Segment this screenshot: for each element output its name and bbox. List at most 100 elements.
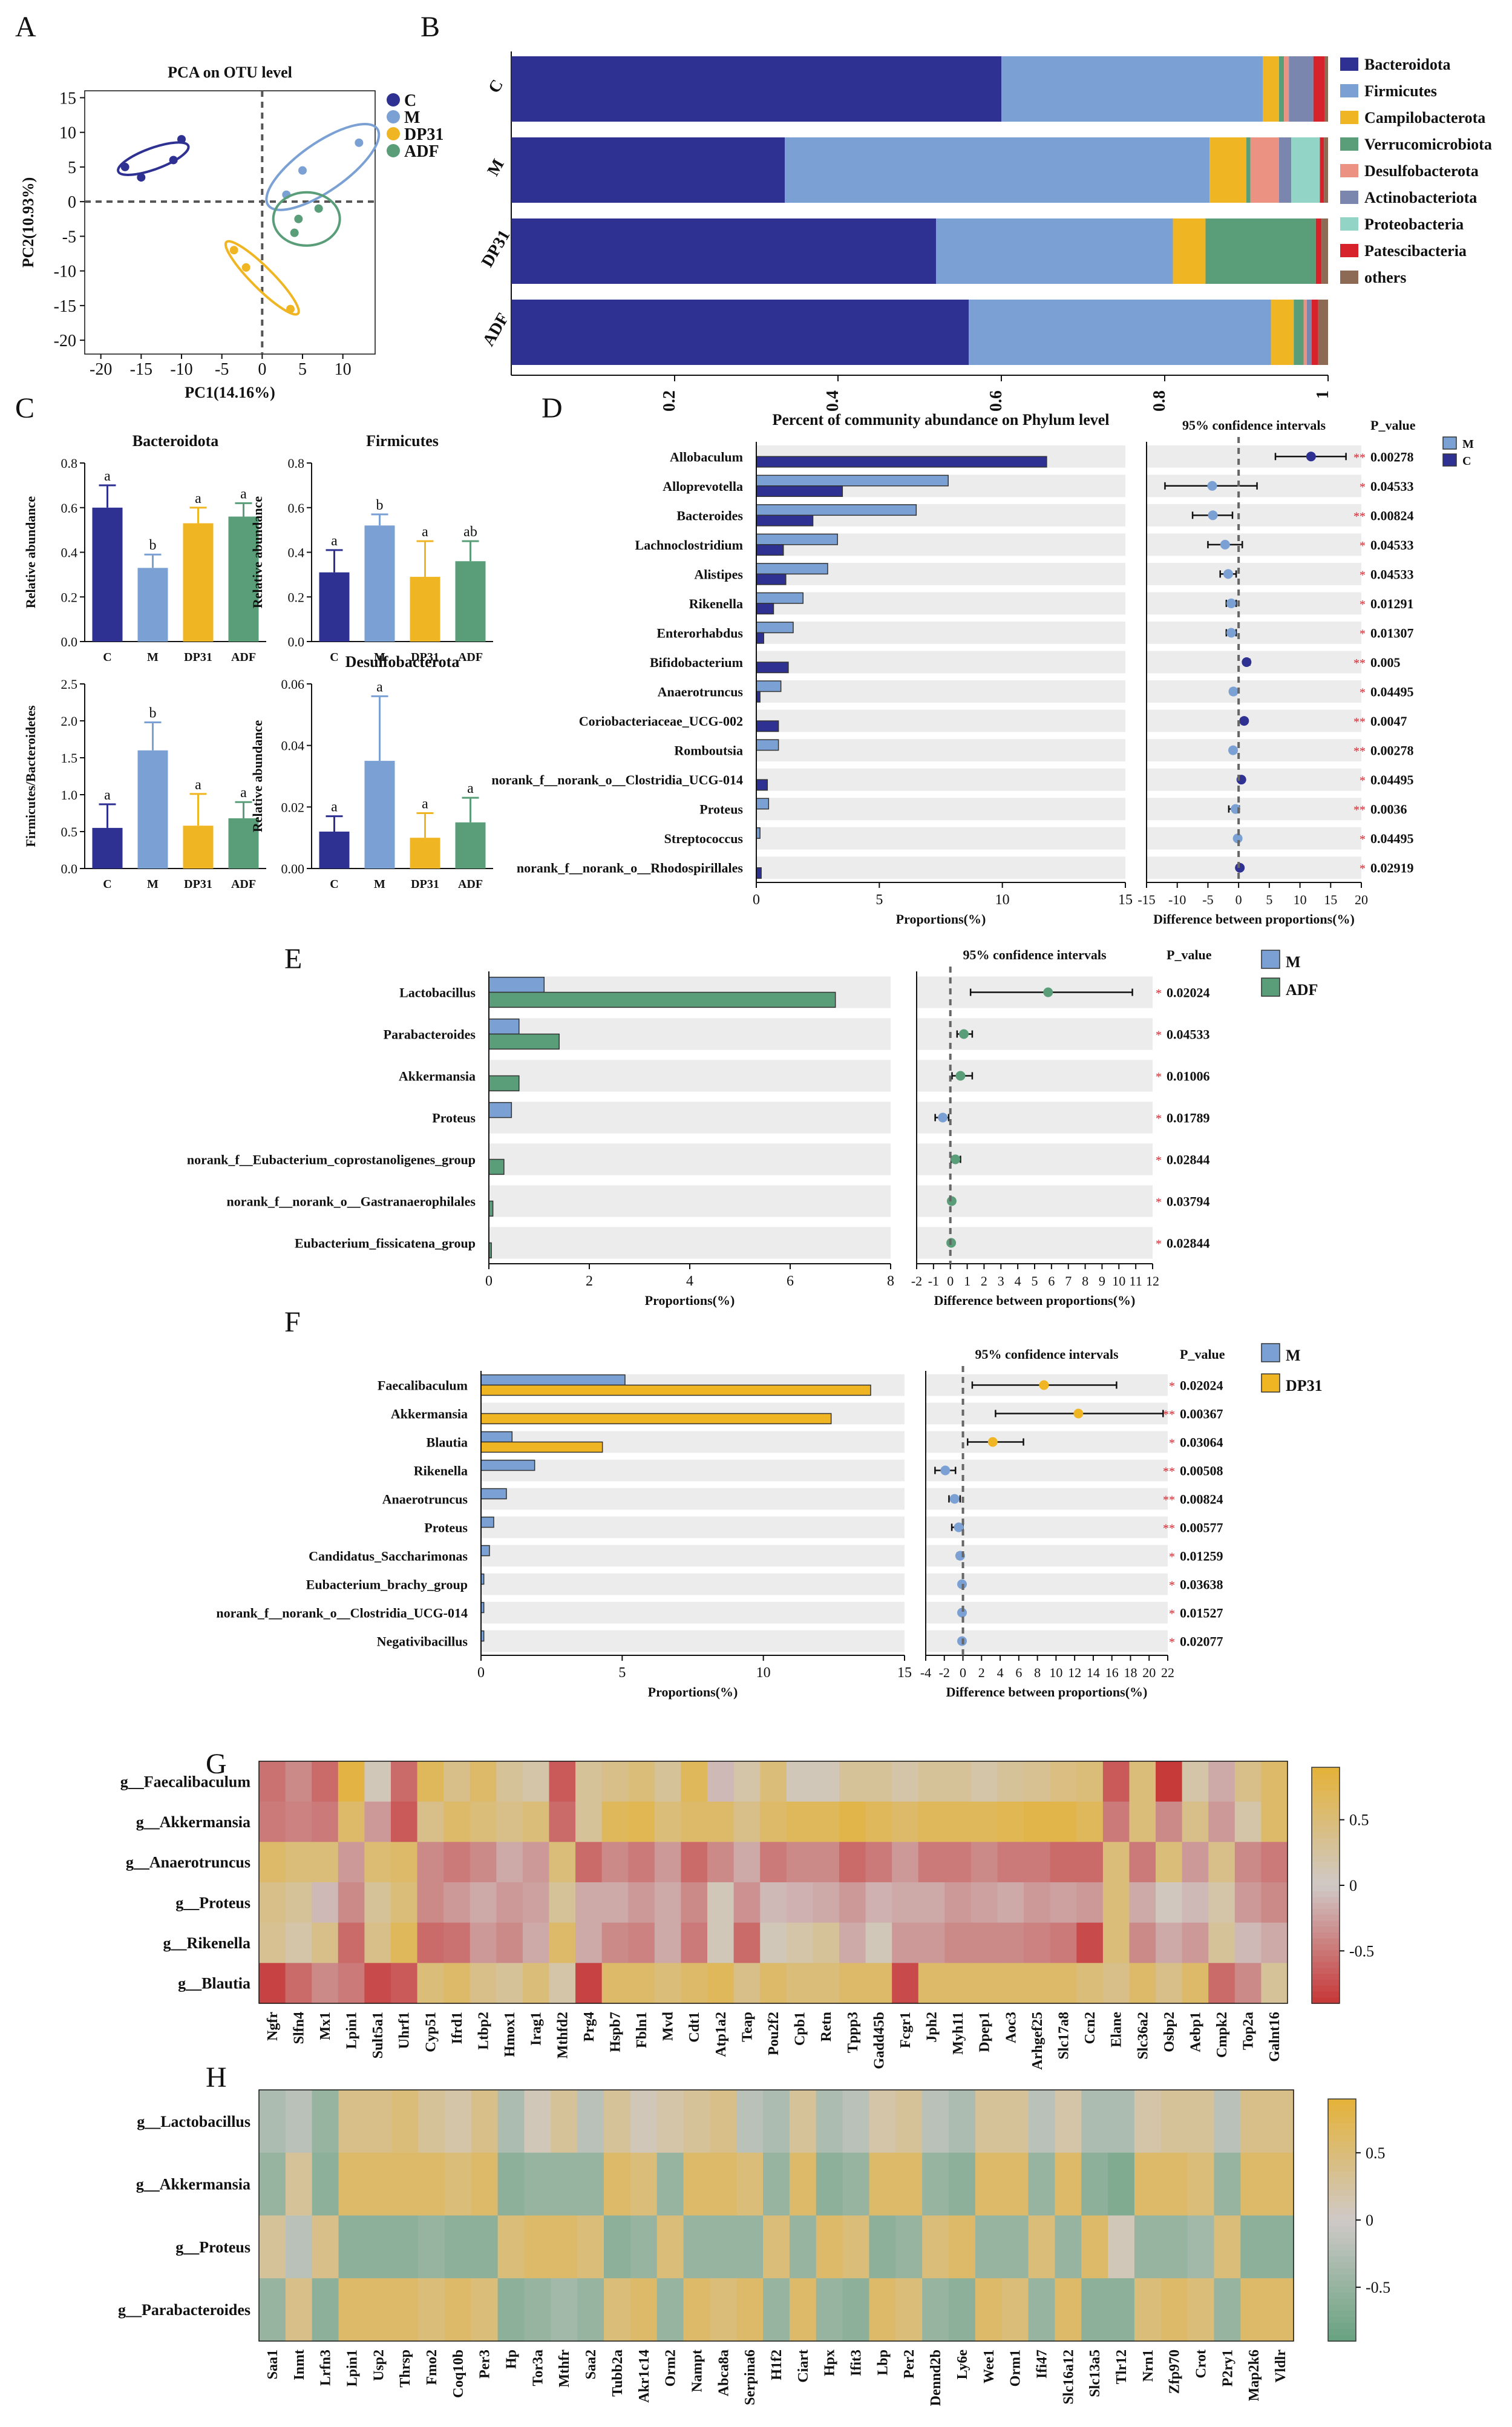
heat-cell [1182,1882,1209,1923]
row-band [756,739,1125,762]
pvalue: 0.03064 [1180,1435,1223,1450]
row-label: Parabacteroides [384,1027,476,1042]
heatmap-col-label: Cdt1 [687,2012,702,2043]
x-tick-label: -20 [90,360,112,379]
heat-cell [707,1842,735,1883]
colorbar-step [1312,1956,1340,1963]
pvalue: 0.04495 [1370,685,1414,700]
bar-M [137,750,168,869]
colorbar-step [1312,1796,1340,1804]
ci-point [955,1071,966,1081]
heat-cell [497,2215,525,2279]
legend-label: M [1286,1347,1301,1364]
heat-cell [417,1761,444,1802]
significance-star: ** [1163,1494,1175,1507]
bar-M [756,680,782,692]
colorbar-step [1328,2208,1356,2215]
row-band [756,798,1125,821]
heatmap-col-label: Retn [819,2012,834,2041]
heat-cell [1108,2152,1135,2216]
significance-letter: a [195,491,201,507]
x-axis-label: Proportions(%) [896,911,986,927]
heat-cell [710,2152,737,2216]
heat-cell [1134,2215,1162,2279]
heatmap-col-label: Wee1 [981,2350,997,2383]
heat-cell [1076,1842,1104,1883]
heat-cell [1261,1842,1288,1883]
significance-star: * [1169,1437,1175,1450]
heatmap-frame [258,1761,1288,2004]
significance-letter: a [331,800,338,815]
legend-marker-ADF [387,144,400,157]
row-label: norank_f__norank_o__Gastranaerophilales [226,1194,476,1209]
heat-cell [1187,2278,1215,2342]
colorbar-step [1328,2105,1356,2112]
heatmap-col-label: Slc17a8 [1056,2012,1072,2060]
bar-segment-ADF-Patescibacteria [1312,300,1318,365]
heat-cell [654,1842,682,1883]
colorbar-step [1328,2335,1356,2342]
heat-cell [1129,1882,1156,1923]
heat-cell [443,1963,471,2004]
heat-cell [922,2278,949,2342]
heatmap-col-label: Saa1 [265,2350,281,2379]
heat-cell [312,1801,339,1842]
heat-cell [1214,2090,1241,2153]
legend-swatch [1261,977,1280,997]
heatmap-col-label: Jph2 [925,2012,940,2043]
heat-cell [944,1922,972,1963]
colorbar-label: -0.5 [1349,1942,1374,1960]
heat-cell [1267,2152,1294,2216]
legend-label: DP31 [1286,1377,1323,1394]
legend-swatch [1340,137,1358,151]
heatmap-col-label: Elane [1109,2012,1125,2048]
ci-row-band [1147,768,1361,791]
legend-swatch [1340,244,1358,257]
heatmap-col-label: Zfp970 [1167,2350,1183,2394]
ci-x-tick-label: 6 [1048,1273,1055,1289]
colorbar-step [1312,1862,1340,1868]
heat-cell [259,1882,286,1923]
pvalue: 0.02844 [1167,1152,1210,1168]
y-tick-label: 0.0 [61,861,78,876]
heat-cell [443,1922,471,1963]
ci-x-tick-label: -5 [1202,892,1213,907]
ci-row-band [1147,622,1361,644]
heat-cell [710,2278,737,2342]
x-tick-label: DP31 [184,878,212,891]
heat-cell [949,2090,976,2153]
colorbar-step [1328,2299,1356,2305]
heat-cell [869,2215,896,2279]
x-tick-label: 0 [258,360,266,379]
heatmap-col-label: Tor3a [530,2350,546,2386]
heat-cell [970,1963,998,2004]
x-tick-label: ADF [458,651,483,664]
colorbar-step [1312,1980,1340,1986]
colorbar-step [1328,2232,1356,2239]
ci-x-tick-label: 15 [1324,892,1337,907]
pvalue: 0.00367 [1180,1407,1223,1422]
significance-star: ** [1353,715,1366,729]
ci-title: 95% confidence intervals [963,947,1107,962]
heat-cell [763,2278,790,2342]
heat-cell [1102,1801,1130,1842]
heat-cell [656,2215,684,2279]
row-label: Bifidobacterium [650,655,743,670]
y-tick-label: 0.00 [281,861,305,876]
heatmap-row-label: g__Akkermansia [136,2176,250,2193]
ci-point [957,1608,967,1618]
bar-segment-ADF-Bacteroidota [511,300,969,365]
heat-cell [444,2278,472,2342]
heatmap-col-label: Tppp3 [845,2012,861,2053]
heat-cell [1134,2278,1162,2342]
heat-cell [575,1882,603,1923]
x-tick-label: M [147,878,159,891]
row-band [481,1516,905,1539]
bar-ADF [488,1158,505,1175]
legend-swatch [1442,436,1457,450]
heat-cell [842,2090,870,2153]
heat-cell [895,2215,923,2279]
colorbar-step [1312,1914,1340,1922]
colorbar-step [1328,2172,1356,2178]
heat-cell [390,1963,418,2004]
